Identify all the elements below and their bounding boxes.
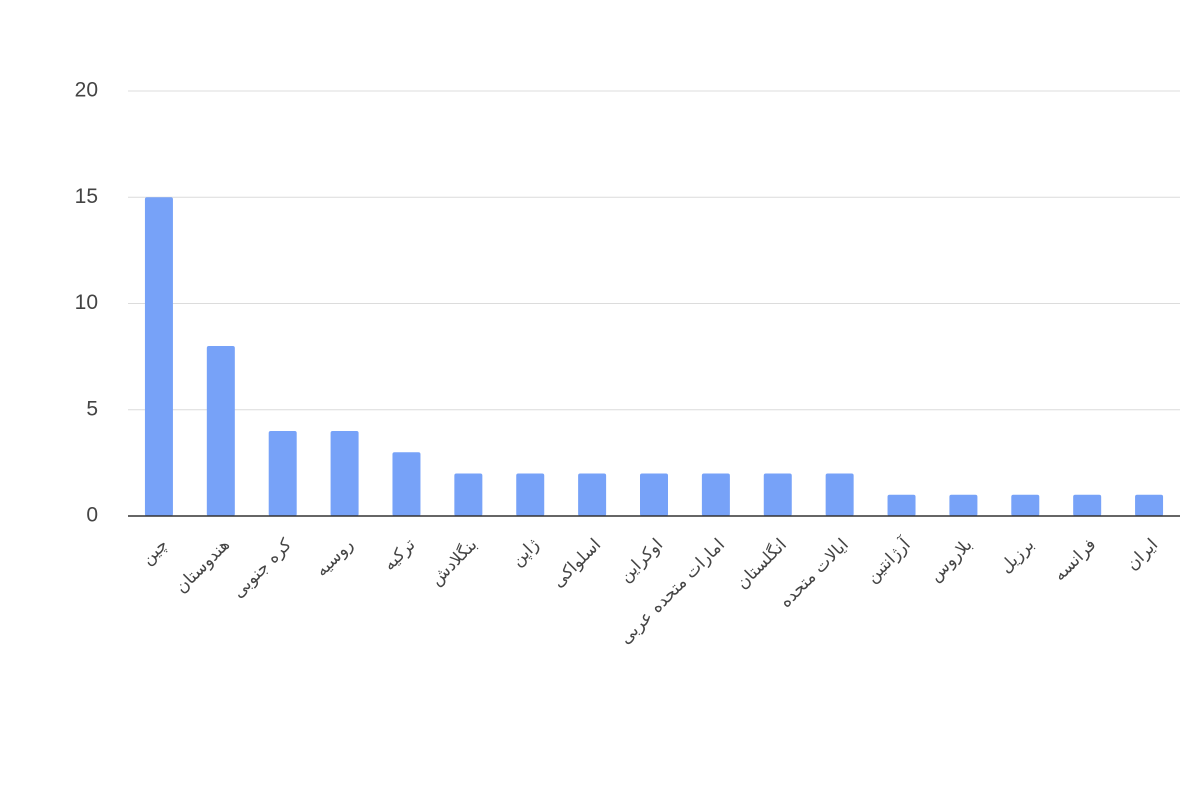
bar bbox=[1073, 494, 1102, 516]
bar bbox=[330, 431, 359, 516]
x-tick-label: بنگلادش bbox=[426, 534, 482, 590]
y-tick-label: 20 bbox=[75, 79, 98, 102]
bar bbox=[949, 494, 978, 516]
bar bbox=[763, 473, 792, 516]
x-tick-label: فرانسه bbox=[1050, 535, 1100, 585]
bar bbox=[454, 473, 483, 516]
bar bbox=[640, 473, 668, 516]
bar bbox=[144, 197, 173, 516]
x-tick-label: امارات متحده عربی bbox=[616, 535, 729, 648]
y-tick-label: 10 bbox=[75, 291, 98, 314]
y-tick-label: 5 bbox=[86, 397, 98, 420]
y-tick-label: 15 bbox=[75, 185, 98, 208]
x-tick-label: آرژانتین bbox=[861, 533, 915, 587]
bar bbox=[825, 473, 854, 516]
x-tick-label: انگلستان bbox=[732, 534, 791, 593]
x-tick-label: برزیل bbox=[996, 535, 1038, 577]
x-tick-label: هندوستان bbox=[171, 535, 233, 597]
bar bbox=[1135, 494, 1164, 516]
bar bbox=[578, 473, 607, 516]
bar bbox=[268, 431, 297, 516]
x-tick-label: اسلواکی bbox=[548, 535, 605, 592]
bar bbox=[206, 346, 235, 516]
bar bbox=[701, 473, 730, 516]
x-tick-label: روسیه bbox=[312, 535, 358, 581]
bar bbox=[887, 494, 916, 516]
x-tick-label: اوکراین bbox=[616, 535, 667, 586]
x-tick-label: کره جنوبی bbox=[229, 534, 297, 602]
x-tick-label: ترکیه bbox=[380, 535, 420, 575]
x-tick-label: ایران bbox=[1122, 535, 1162, 575]
y-tick-label: 0 bbox=[86, 504, 98, 527]
bar bbox=[392, 452, 421, 516]
x-tick-label: ژاپن bbox=[508, 535, 544, 571]
bar bbox=[516, 473, 545, 516]
x-tick-label: بلاروس bbox=[926, 535, 977, 586]
x-tick-label: چین bbox=[138, 535, 172, 569]
bar bbox=[1011, 494, 1040, 516]
